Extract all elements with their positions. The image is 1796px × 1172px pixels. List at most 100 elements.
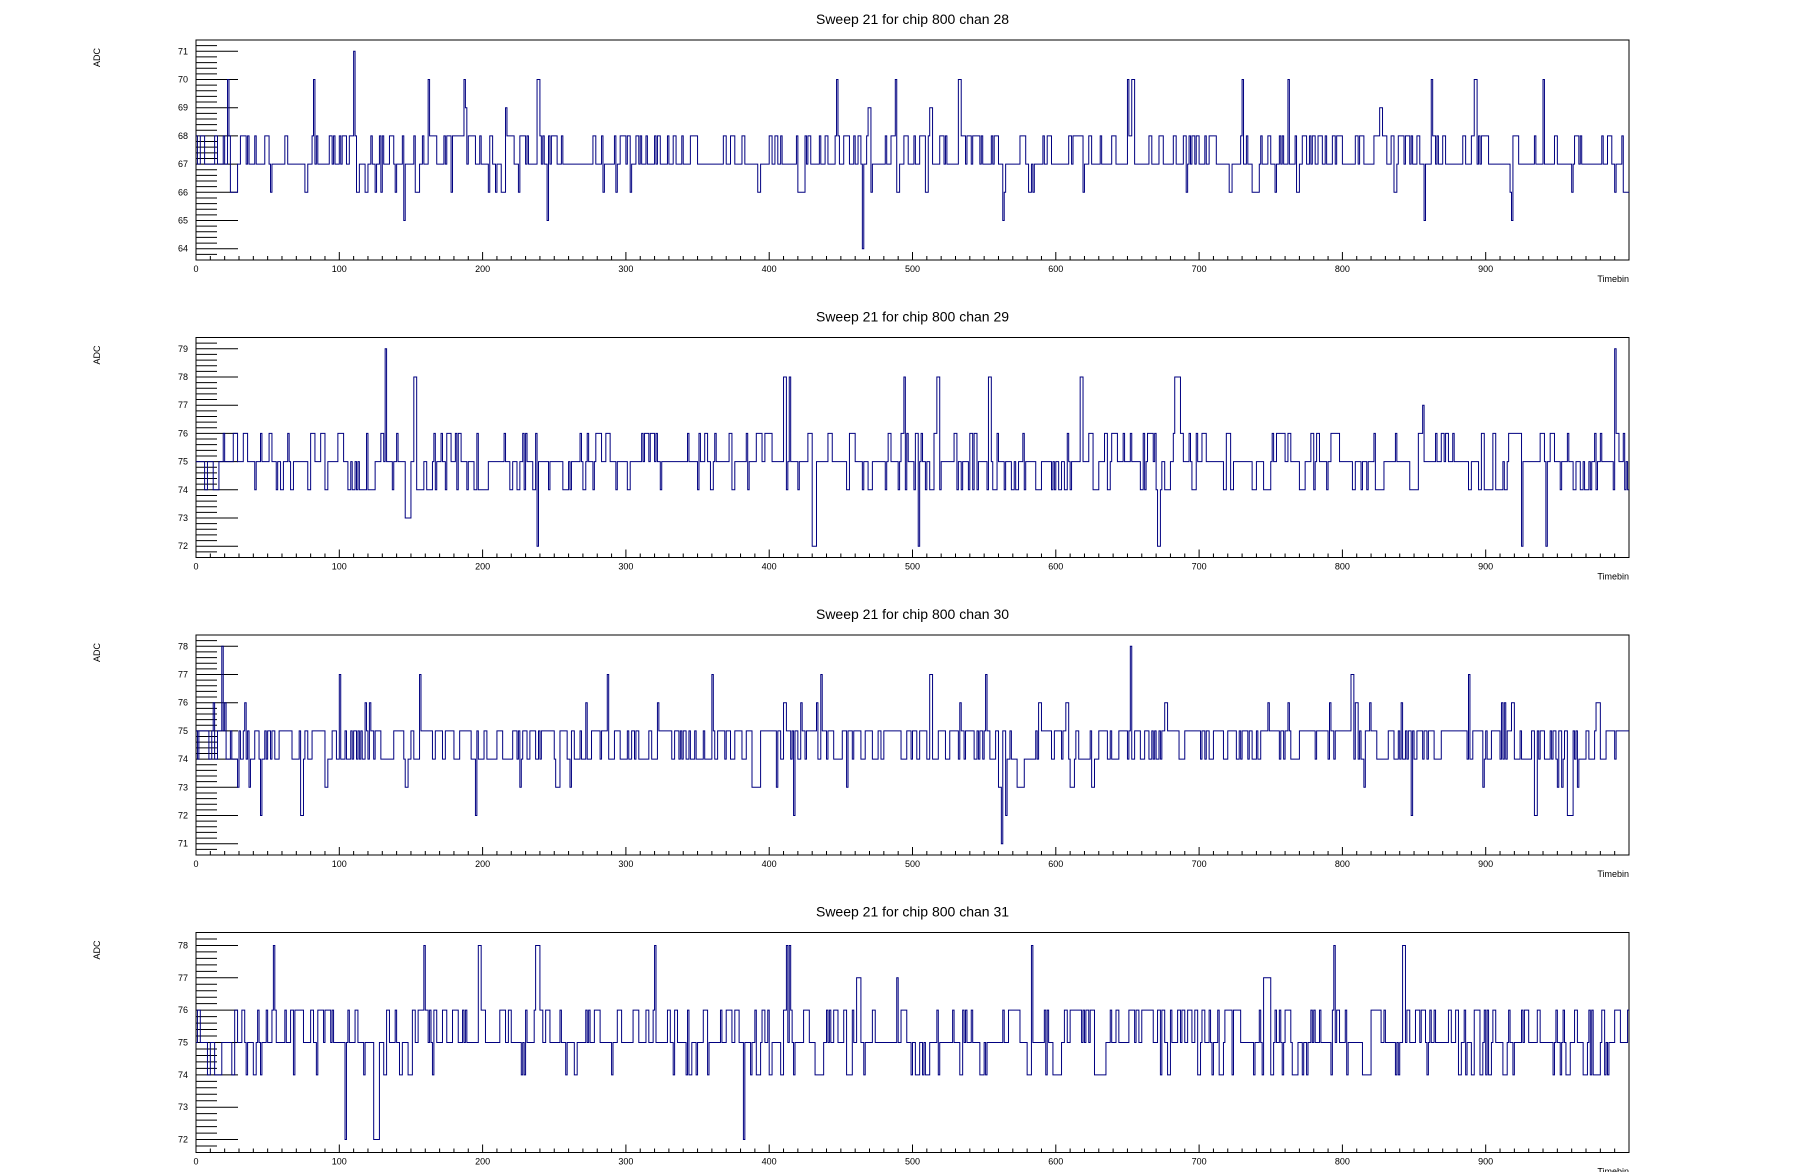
x-axis: 0 100 200 300 400 500 600 700 800 900: [193, 252, 1630, 274]
x-tick-label: 700: [1192, 859, 1207, 869]
plot-panel-2: Sweep 21 for chip 800 chan 3071727374757…: [92, 606, 1630, 879]
x-tick-label: 300: [618, 859, 633, 869]
x-tick-label: 400: [762, 859, 777, 869]
x-tick-label: 900: [1478, 562, 1493, 572]
y-axis: 64 65 66 67 68 69 70 71: [178, 39, 238, 261]
y-axis-label: ADC: [92, 643, 102, 663]
x-tick-label: 0: [193, 562, 198, 572]
x-tick-label: 100: [332, 264, 347, 274]
chart-title: Sweep 21 for chip 800 chan 31: [816, 904, 1009, 920]
x-tick-label: 600: [1048, 859, 1063, 869]
y-tick-label: 73: [178, 513, 188, 523]
y-tick-label: 75: [178, 726, 188, 736]
x-tick-label: 100: [332, 859, 347, 869]
x-tick-label: 700: [1192, 562, 1207, 572]
y-tick-label: 78: [178, 372, 188, 382]
chart-title: Sweep 21 for chip 800 chan 28: [816, 11, 1009, 27]
y-tick-label: 72: [178, 541, 188, 551]
x-tick-label: 200: [475, 1157, 490, 1167]
y-axis-label: ADC: [92, 940, 102, 960]
y-tick-label: 73: [178, 1102, 188, 1112]
y-tick-label: 77: [178, 669, 188, 679]
x-tick-label: 300: [618, 1157, 633, 1167]
x-tick-label: 400: [762, 264, 777, 274]
y-tick-label: 70: [178, 74, 188, 84]
y-tick-label: 73: [178, 782, 188, 792]
x-tick-label: 100: [332, 562, 347, 572]
y-axis-label: ADC: [92, 48, 102, 68]
adc-trace-series: [196, 348, 1629, 547]
adc-trace-series: [196, 645, 1629, 845]
x-tick-label: 500: [905, 1157, 920, 1167]
y-tick-label: 78: [178, 641, 188, 651]
x-axis: 0 100 200 300 400 500 600 700 800 900: [193, 847, 1630, 869]
y-tick-label: 74: [178, 1070, 188, 1080]
x-tick-label: 400: [762, 562, 777, 572]
x-tick-label: 200: [475, 859, 490, 869]
adc-trace-series: [196, 50, 1629, 250]
x-tick-label: 800: [1335, 562, 1350, 572]
y-tick-label: 76: [178, 1005, 188, 1015]
y-tick-label: 75: [178, 1038, 188, 1048]
x-tick-label: 800: [1335, 264, 1350, 274]
x-axis-label: Timebin: [1597, 274, 1629, 284]
x-tick-label: 500: [905, 264, 920, 274]
y-tick-label: 66: [178, 187, 188, 197]
x-tick-label: 400: [762, 1157, 777, 1167]
x-tick-label: 200: [475, 562, 490, 572]
plot-frame: [195, 39, 1630, 261]
x-tick-label: 900: [1478, 264, 1493, 274]
x-tick-label: 500: [905, 562, 920, 572]
y-tick-label: 77: [178, 973, 188, 983]
plot-frame: [195, 337, 1630, 558]
x-tick-label: 0: [193, 264, 198, 274]
y-axis: 72 73 74 75 76 77 78 79: [178, 337, 238, 558]
x-tick-label: 300: [618, 562, 633, 572]
y-tick-label: 74: [178, 754, 188, 764]
x-tick-label: 800: [1335, 859, 1350, 869]
y-tick-label: 65: [178, 216, 188, 226]
x-tick-label: 700: [1192, 1157, 1207, 1167]
x-tick-label: 700: [1192, 264, 1207, 274]
x-tick-label: 0: [193, 1157, 198, 1167]
y-tick-label: 79: [178, 344, 188, 354]
y-axis-label: ADC: [92, 345, 102, 365]
x-axis-label: Timebin: [1597, 869, 1629, 879]
x-tick-label: 300: [618, 264, 633, 274]
y-tick-label: 76: [178, 698, 188, 708]
x-tick-label: 900: [1478, 1157, 1493, 1167]
x-axis-label: Timebin: [1597, 1167, 1629, 1172]
y-tick-label: 78: [178, 940, 188, 950]
y-axis: 71 72 73 74 75 76 77 78: [178, 634, 238, 856]
chart-title: Sweep 21 for chip 800 chan 29: [816, 309, 1009, 325]
x-tick-label: 500: [905, 859, 920, 869]
x-tick-label: 200: [475, 264, 490, 274]
y-tick-label: 72: [178, 811, 188, 821]
y-tick-label: 68: [178, 131, 188, 141]
y-tick-label: 75: [178, 457, 188, 467]
x-tick-label: 900: [1478, 859, 1493, 869]
y-tick-label: 71: [178, 839, 188, 849]
y-tick-label: 64: [178, 244, 188, 254]
plot-panel-0: Sweep 21 for chip 800 chan 2864656667686…: [92, 11, 1630, 284]
y-tick-label: 71: [178, 46, 188, 56]
y-tick-label: 69: [178, 103, 188, 113]
y-tick-label: 74: [178, 485, 188, 495]
adc-trace-series: [196, 944, 1629, 1141]
y-tick-label: 67: [178, 159, 188, 169]
x-axis: 0 100 200 300 400 500 600 700 800 900: [193, 1144, 1630, 1167]
y-tick-label: 72: [178, 1135, 188, 1145]
x-tick-label: 800: [1335, 1157, 1350, 1167]
x-axis: 0 100 200 300 400 500 600 700 800 900: [193, 549, 1630, 572]
x-tick-label: 600: [1048, 1157, 1063, 1167]
x-tick-label: 600: [1048, 264, 1063, 274]
x-tick-label: 0: [193, 859, 198, 869]
x-tick-label: 100: [332, 1157, 347, 1167]
x-axis-label: Timebin: [1597, 572, 1629, 582]
plot-panel-3: Sweep 21 for chip 800 chan 31 72 73 74 75 76 7…: [92, 904, 1630, 1172]
plot-panel-1: Sweep 21 for chip 800 chan 2972737475767…: [92, 309, 1630, 582]
y-tick-label: 77: [178, 400, 188, 410]
chart-title: Sweep 21 for chip 800 chan 30: [816, 606, 1009, 622]
y-tick-label: 76: [178, 428, 188, 438]
